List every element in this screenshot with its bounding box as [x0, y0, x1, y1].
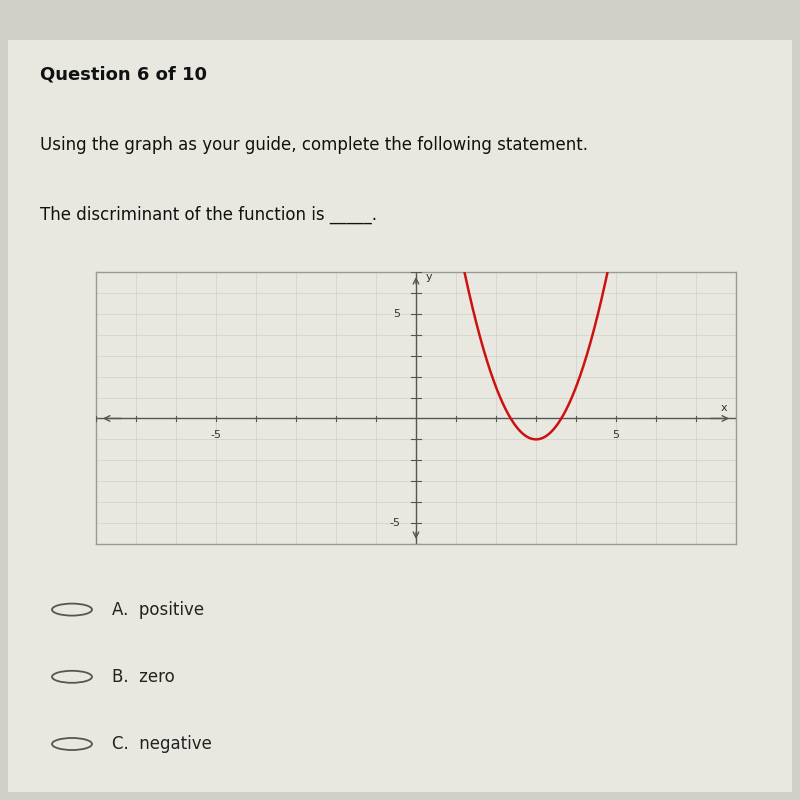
Text: A.  positive: A. positive	[112, 601, 204, 618]
Text: B.  zero: B. zero	[112, 668, 174, 686]
Text: 5: 5	[613, 430, 619, 440]
Text: 5: 5	[393, 309, 400, 319]
Text: -5: -5	[389, 518, 400, 528]
Text: The discriminant of the function is _____.: The discriminant of the function is ____…	[40, 206, 377, 224]
Text: -5: -5	[210, 430, 222, 440]
Text: C.  negative: C. negative	[112, 735, 212, 753]
Text: Question 6 of 10: Question 6 of 10	[40, 66, 207, 84]
Text: Using the graph as your guide, complete the following statement.: Using the graph as your guide, complete …	[40, 136, 588, 154]
Text: x: x	[721, 403, 727, 413]
Text: y: y	[426, 272, 433, 282]
